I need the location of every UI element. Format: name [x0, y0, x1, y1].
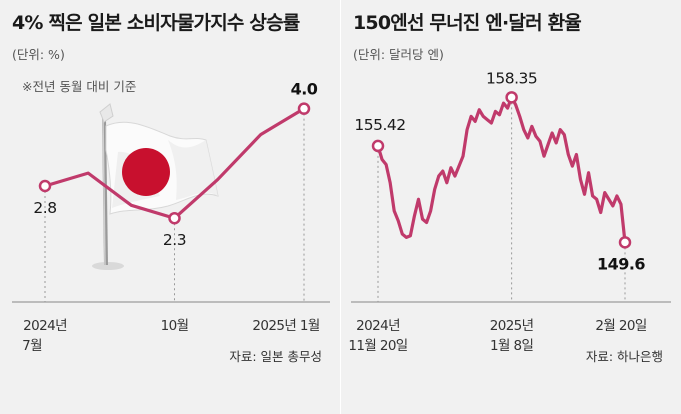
fx-unit-label: (단위: 달러당 엔) [353, 47, 444, 62]
cpi-panel: 4% 찍은 일본 소비자물가지수 상승률 (단위: %) ※전년 동월 대비 기… [0, 0, 340, 414]
fx-x-tick-label: 2025년 [490, 318, 534, 334]
japan-flag-icon [92, 103, 219, 270]
fx-chart-title: 150엔선 무너진 엔·달러 환율 [353, 12, 582, 34]
exchange-rate-panel: 150엔선 무너진 엔·달러 환율 (단위: 달러당 엔) 155.42 158.… [341, 0, 681, 414]
cpi-data-point [168, 211, 181, 225]
cpi-chart-title: 4% 찍은 일본 소비자물가지수 상승률 [12, 12, 300, 34]
cpi-unit-label: (단위: %) [12, 47, 65, 62]
fx-data-label: 155.42 [354, 116, 405, 134]
cpi-x-tick-label: 7월 [22, 338, 42, 354]
cpi-x-tick-label: 2024년 [23, 318, 67, 334]
cpi-x-tick-label: 2025년 1월 [252, 318, 319, 334]
cpi-data-point [38, 179, 52, 193]
cpi-data-label: 2.3 [163, 231, 186, 249]
fx-series-line [376, 95, 627, 244]
cpi-data-label: 2.8 [33, 199, 56, 217]
fx-x-tick-label: 1월 8일 [490, 338, 533, 354]
fx-data-label: 149.6 [597, 254, 645, 273]
cpi-data-point [297, 102, 311, 115]
fx-chart: 155.42 158.35 149.6 2024년 11월 20일 2025년 1월 8일 2… [348, 69, 671, 354]
cpi-chart: 2.8 2.3 4.0 2024년 7월 10월 2025년 1월 [12, 80, 330, 354]
fx-data-point [618, 236, 632, 249]
cpi-x-tick-label: 10월 [161, 318, 189, 334]
fx-x-tick-label: 2월 20일 [595, 318, 646, 334]
fx-data-point [371, 139, 385, 153]
fx-x-tick-label: 11월 20일 [348, 338, 407, 354]
cpi-data-label: 4.0 [291, 80, 318, 99]
fx-source: 자료: 하나은행 [585, 349, 663, 364]
fx-x-tick-label: 2024년 [356, 318, 400, 334]
cpi-source: 자료: 일본 총무성 [229, 349, 322, 364]
fx-data-point [505, 91, 518, 104]
fx-data-label: 158.35 [486, 69, 537, 87]
cpi-note: ※전년 동월 대비 기준 [22, 79, 137, 94]
